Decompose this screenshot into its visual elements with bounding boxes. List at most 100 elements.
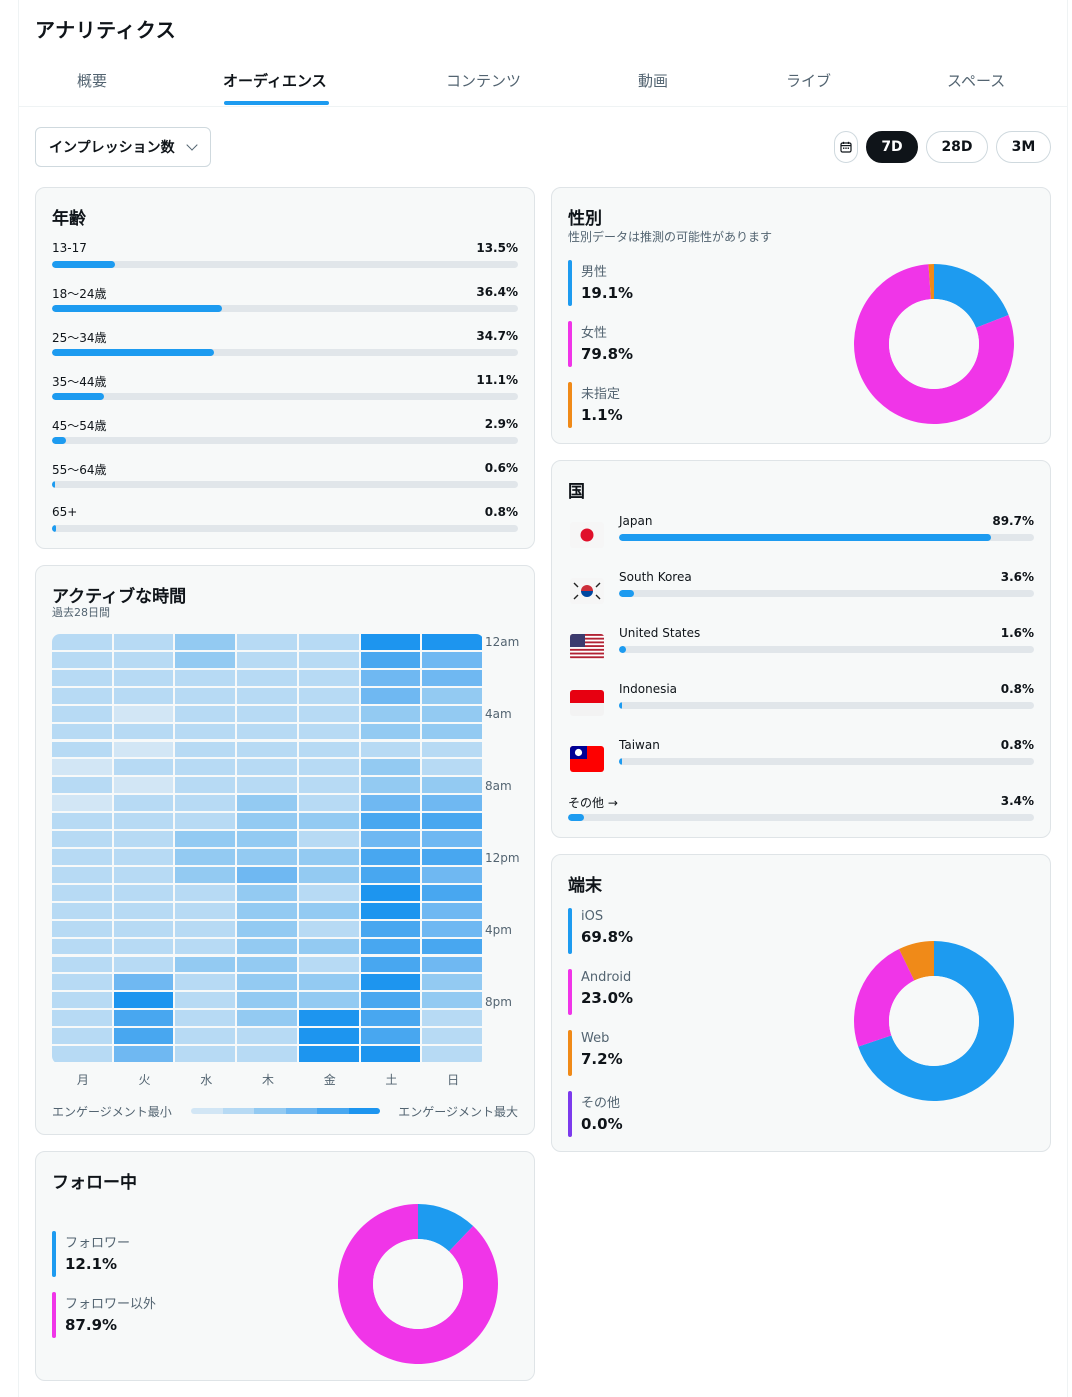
heatmap-cell	[360, 813, 421, 830]
age-card-title: 年齢	[52, 209, 86, 229]
heatmap-cell	[175, 634, 236, 650]
heatmap-cell	[113, 705, 174, 722]
heatmap-cell	[113, 741, 174, 758]
engagement-heatmap	[52, 634, 484, 1064]
heatmap-cell	[360, 992, 421, 1009]
heatmap-cell	[360, 902, 421, 919]
heatmap-cell	[422, 1028, 482, 1045]
bar-fill	[619, 590, 634, 597]
country-pct: 3.6%	[1000, 570, 1034, 584]
taiwan-flag-icon	[570, 746, 604, 772]
heatmap-cell	[360, 687, 421, 704]
heatmap-cell	[237, 974, 297, 991]
legend-stripe	[568, 908, 572, 954]
country-pct: 0.8%	[1000, 682, 1034, 696]
heatmap-cell	[113, 813, 174, 830]
heatmap-cell	[237, 777, 297, 794]
country-other-link[interactable]: その他 →	[568, 796, 618, 810]
following-donut-chart	[338, 1204, 498, 1364]
heatmap-cell	[360, 938, 421, 955]
bar-fill	[52, 349, 214, 356]
heatmap-cell	[175, 1010, 236, 1027]
heatmap-cell	[237, 795, 297, 812]
donut-hole	[889, 976, 979, 1066]
tab-audience[interactable]: オーディエンス	[223, 72, 327, 90]
age-row: 25〜34歳 34.7%	[52, 329, 518, 359]
heatmap-cell	[175, 866, 236, 883]
south-korea-flag-icon	[570, 578, 604, 604]
donut-segment	[854, 264, 1014, 424]
bar-fill	[52, 525, 56, 532]
legend-male: 男性 19.1%	[568, 260, 633, 306]
bar-fill	[568, 814, 584, 821]
legend-non-followers: フォロワー以外 87.9%	[52, 1292, 156, 1338]
age-card: 年齢 13-17 13.5% 18〜24歳 36.4% 25〜34歳 34.7% 35〜44…	[35, 187, 535, 549]
legend-stripe	[52, 1231, 56, 1277]
heatmap-cell	[113, 974, 174, 991]
heatmap-cell	[298, 1010, 359, 1027]
heatmap-cell	[113, 1028, 174, 1045]
tab-content[interactable]: コンテンツ	[446, 72, 522, 90]
heatmap-cell	[113, 992, 174, 1009]
heatmap-cell	[422, 741, 482, 758]
heatmap-cell	[113, 866, 174, 883]
japan-flag-icon	[570, 522, 604, 548]
heatmap-cell	[422, 705, 482, 722]
heatmap-cell	[360, 1010, 421, 1027]
metric-select[interactable]: インプレッション数	[35, 127, 211, 167]
heatmap-cell	[298, 884, 359, 901]
heatmap-cell	[237, 723, 297, 740]
range-28d-button[interactable]: 28D	[926, 131, 988, 163]
age-label: 45〜54歳	[52, 419, 107, 433]
bar-track	[52, 481, 518, 488]
country-row: Indonesia 0.8%	[568, 682, 1034, 732]
legend-stripe	[568, 321, 572, 367]
heatmap-cell	[298, 723, 359, 740]
heatmap-cell	[52, 723, 112, 740]
legend-web: Web 7.2%	[568, 1030, 623, 1076]
range-7d-button[interactable]: 7D	[866, 131, 918, 163]
age-row: 45〜54歳 2.9%	[52, 417, 518, 447]
heatmap-cell	[422, 849, 482, 865]
range-3m-button[interactable]: 3M	[996, 131, 1051, 163]
heatmap-cell	[298, 866, 359, 883]
heatmap-cell	[422, 1046, 482, 1062]
heatmap-cell	[298, 849, 359, 865]
heatmap-cell	[237, 687, 297, 704]
tab-video[interactable]: 動画	[638, 72, 669, 90]
tab-spaces[interactable]: スペース	[947, 72, 1006, 90]
legend-value: 0.0%	[581, 1115, 623, 1133]
bar-fill	[52, 437, 66, 444]
age-label: 25〜34歳	[52, 331, 107, 345]
age-label: 35〜44歳	[52, 375, 107, 389]
heatmap-cell	[237, 831, 297, 847]
heatmap-cell	[175, 813, 236, 830]
heatmap-cell	[237, 956, 297, 973]
bar-track	[568, 814, 1034, 821]
age-pct: 11.1%	[476, 373, 518, 387]
age-pct: 2.9%	[484, 417, 518, 431]
heatmap-cell	[237, 938, 297, 955]
age-pct: 36.4%	[476, 285, 518, 299]
tab-overview[interactable]: 概要	[77, 72, 108, 90]
chevron-down-icon	[186, 139, 198, 151]
heatmap-cell	[52, 866, 112, 883]
heatmap-cell	[175, 831, 236, 847]
following-title: フォロー中	[52, 1173, 137, 1193]
calendar-button[interactable]	[834, 131, 858, 163]
tab-live[interactable]: ライブ	[786, 72, 832, 90]
heatmap-cell	[422, 669, 482, 686]
legend-name: Android	[581, 970, 632, 985]
country-card: 国 Japan 89.7% South Korea 3.6% United States…	[551, 460, 1051, 838]
age-pct: 13.5%	[476, 241, 518, 255]
legend-name: 未指定	[581, 387, 621, 402]
heatmap-hour-label: 8pm	[485, 995, 512, 1009]
legend-name: 男性	[581, 265, 608, 280]
country-other-row[interactable]: その他 → 3.4%	[568, 794, 1034, 824]
heatmap-cell	[175, 849, 236, 865]
legend-other: その他 0.0%	[568, 1091, 623, 1137]
heatmap-cell	[360, 669, 421, 686]
heatmap-cell	[360, 634, 421, 650]
bar-track	[52, 525, 518, 532]
heatmap-cell	[237, 1046, 297, 1062]
